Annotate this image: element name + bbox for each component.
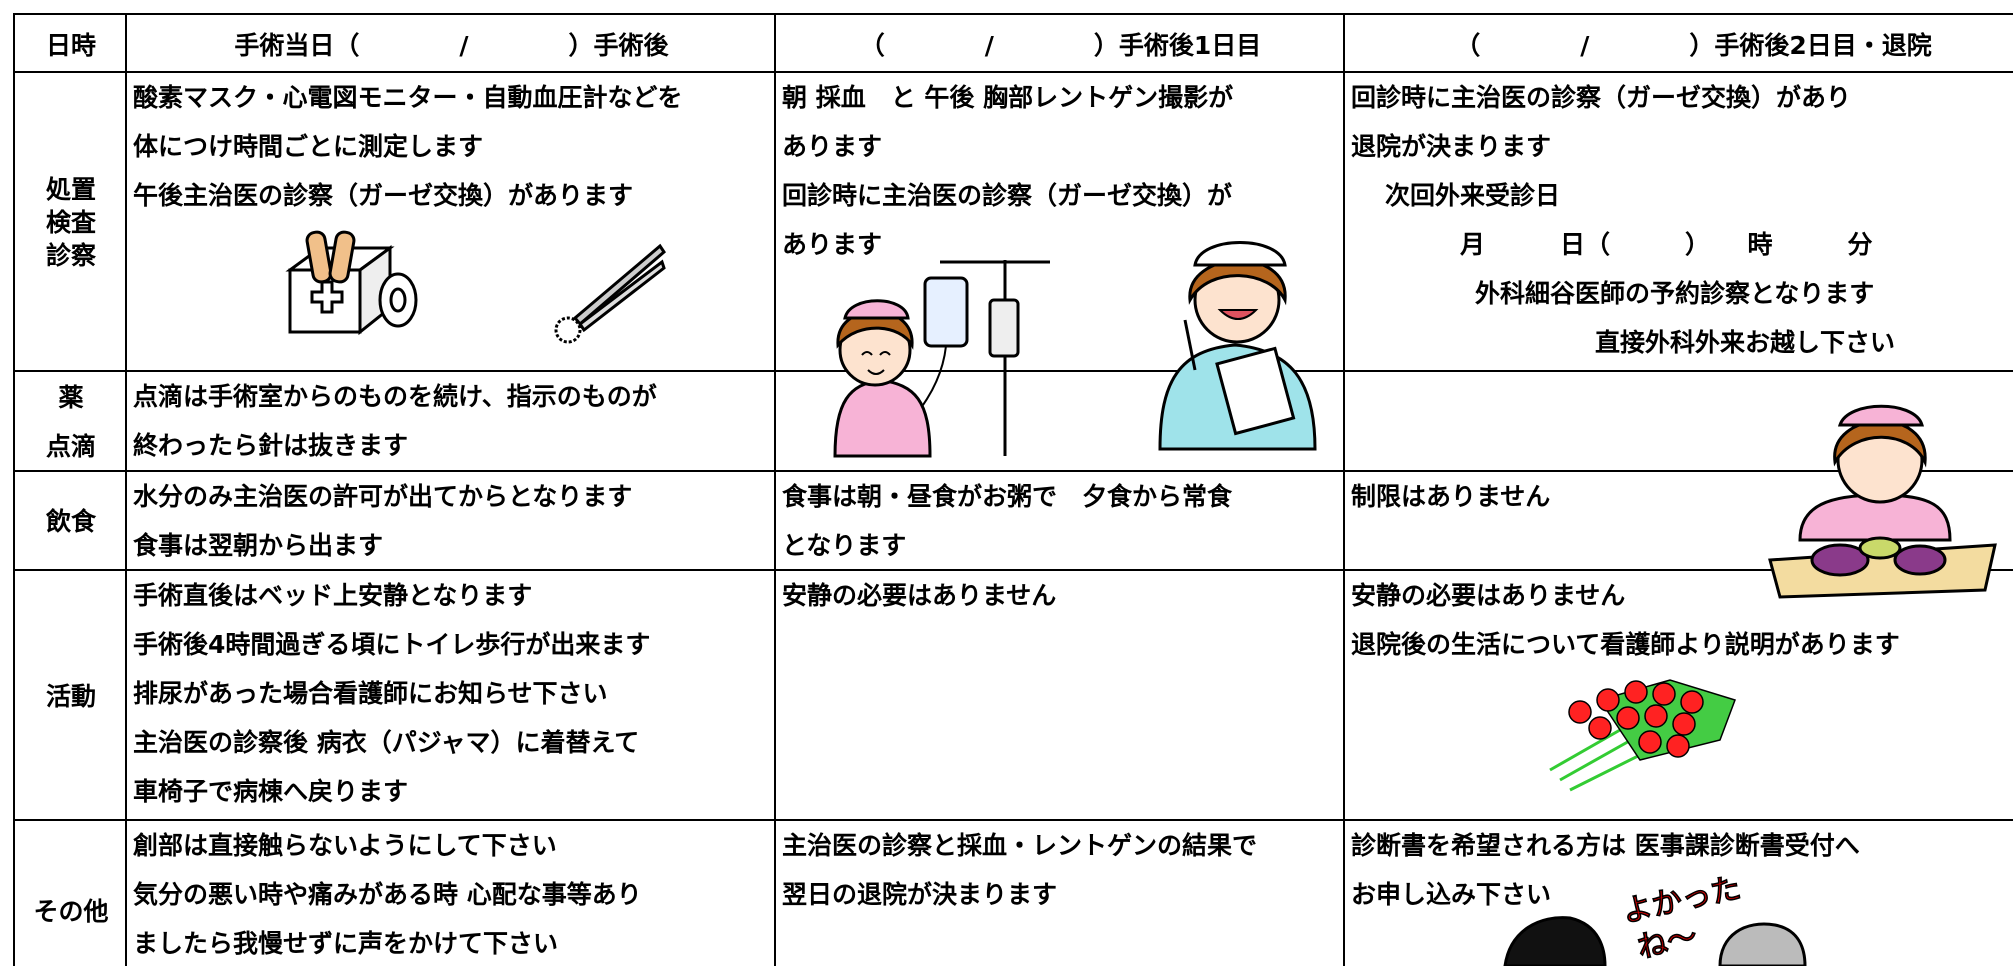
- cell: 朝 採血 と 午後 胸部レントゲン撮影が あります回診時に主治医の診察（ガーゼ交換…: [774, 71, 1345, 372]
- row-label-text: 処置: [45, 175, 96, 204]
- row-label-text: 飲食: [45, 507, 96, 536]
- cell: 安静の必要はありません退院後の生活について看護師より説明があります: [1343, 569, 2013, 821]
- cell-text: 主治医の診察と採血・レントゲンの結果で: [782, 831, 1258, 860]
- cell: [1343, 370, 2013, 472]
- cell-text: 手術直後はベッド上安静となります: [133, 581, 533, 610]
- cell-text: 手術後4時間過ぎる頃にトイレ歩行が出来ます: [133, 630, 651, 659]
- cell: 手術直後はベッド上安静となります手術後4時間過ぎる頃にトイレ歩行が出来ます 排尿が…: [125, 569, 776, 821]
- cell-text: ましたら我慢せずに声をかけて下さい: [133, 929, 559, 958]
- cell-text: 診断書を希望される方は 医事課診断書受付へ: [1351, 831, 1860, 860]
- header-cell: 手術当日（ / ）手術後: [125, 13, 776, 73]
- header-cell: （ / ）手術後2日目・退院: [1343, 13, 2013, 73]
- cell-text: 退院が決まります: [1351, 132, 1552, 161]
- cell-text: 午後主治医の診察（ガーゼ交換）があります: [133, 181, 634, 210]
- cell-text: 朝 採血 と 午後 胸部レントゲン撮影が: [782, 83, 1234, 112]
- row-label-text: その他: [33, 897, 109, 926]
- cell-text: 食事は翌朝から出ます: [133, 531, 384, 560]
- cell-text: 水分のみ主治医の許可が出てからとなります: [133, 482, 633, 511]
- cell-text: 安静の必要はありません: [1351, 581, 1626, 610]
- cell-text: 主治医の診察後 病衣（パジャマ）に着替えて: [133, 728, 640, 757]
- cell-text: 次回外来受診日: [1385, 181, 1561, 210]
- row-label-text: 診察: [45, 241, 96, 270]
- row-label-text: 検査: [45, 208, 96, 237]
- row-label-text: 点滴: [45, 432, 96, 461]
- cell-text: 制限はありません: [1351, 482, 1551, 511]
- cell-text: 回診時に主治医の診察（ガーゼ交換）が: [782, 181, 1233, 210]
- cell-text: あります: [782, 230, 883, 259]
- cell-text: 月 日（ ） 時 分: [1460, 230, 1873, 259]
- cell-text: お申し込み下さい: [1351, 880, 1552, 909]
- cell-text: 終わったら針は抜きます: [133, 431, 409, 460]
- cell-text: 排尿があった場合看護師にお知らせ下さい: [133, 679, 608, 708]
- cell: 安静の必要はありません: [774, 569, 1345, 821]
- cell: 回診時に主治医の診察（ガーゼ交換）があり 退院が決まります次回外来受診日月 日（ …: [1343, 71, 2013, 372]
- cell-text: 体につけ時間ごとに測定します: [133, 132, 484, 161]
- cell-text: 食事は朝・昼食がお粥で 夕食から常食: [782, 482, 1233, 511]
- row-label: 飲食: [13, 470, 127, 571]
- row-label-text: 薬: [58, 383, 84, 412]
- cell-text: 回診時に主治医の診察（ガーゼ交換）があり: [1351, 83, 1852, 112]
- cell-text: あります: [782, 132, 883, 161]
- cell-text: 安静の必要はありません: [782, 581, 1057, 610]
- cell: 点滴は手術室からのものを続け、指示のものが 終わったら針は抜きます: [125, 370, 776, 472]
- cell-text: 翌日の退院が決まります: [782, 880, 1058, 909]
- row-label: その他: [13, 819, 127, 966]
- cell-text: 点滴は手術室からのものを続け、指示のものが: [133, 382, 657, 411]
- cell: 酸素マスク・心電図モニター・自動血圧計などを 体につけ時間ごとに測定します午後主治…: [125, 71, 776, 372]
- cell: 水分のみ主治医の許可が出てからとなります 食事は翌朝から出ます: [125, 470, 776, 571]
- cell-text: 外科細谷医師の予約診察となります: [1475, 279, 1875, 308]
- cell-text: 酸素マスク・心電図モニター・自動血圧計などを: [133, 83, 683, 112]
- cell-text: となります: [782, 531, 907, 560]
- cell: [774, 370, 1345, 472]
- row-label: 薬点滴: [13, 370, 127, 472]
- cell: 診断書を希望される方は 医事課診断書受付へ お申し込み下さい: [1343, 819, 2013, 966]
- header-cell: 日時: [13, 13, 127, 73]
- cell-text: 車椅子で病棟へ戻ります: [133, 777, 409, 806]
- header-cell: （ / ）手術後1日目: [774, 13, 1345, 73]
- row-label: 活動: [13, 569, 127, 821]
- cell-text: 退院後の生活について看護師より説明があります: [1351, 630, 1900, 659]
- cell-text: 気分の悪い時や痛みがある時 心配な事等あり: [133, 880, 642, 909]
- cell: 制限はありません: [1343, 470, 2013, 571]
- cell: 主治医の診察と採血・レントゲンの結果で 翌日の退院が決まります: [774, 819, 1345, 966]
- cell-text: 創部は直接触らないようにして下さい: [133, 831, 557, 860]
- cell: 食事は朝・昼食がお粥で 夕食から常食 となります: [774, 470, 1345, 571]
- cell-text: 直接外科外来お越し下さい: [1595, 328, 1896, 357]
- cell: 創部は直接触らないようにして下さい気分の悪い時や痛みがある時 心配な事等あり まし…: [125, 819, 776, 966]
- row-label: 処置 検査 診察: [13, 71, 127, 372]
- row-label-text: 活動: [45, 681, 96, 711]
